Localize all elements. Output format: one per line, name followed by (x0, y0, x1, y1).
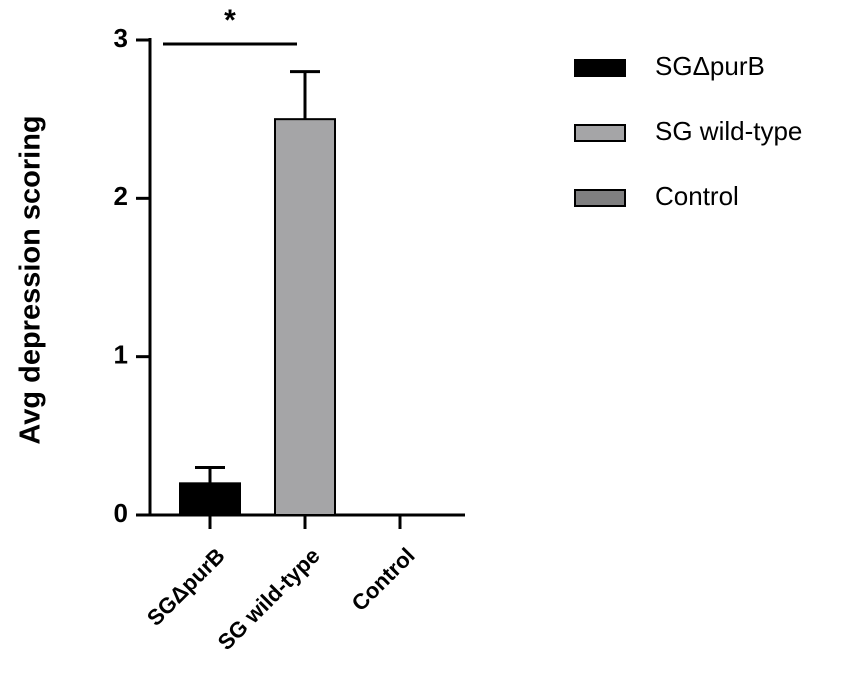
y-tick-label: 2 (114, 181, 128, 211)
y-tick-label: 1 (114, 340, 128, 370)
bar (179, 482, 241, 517)
y-tick-label: 0 (114, 498, 128, 528)
legend-label: SGΔpurB (655, 51, 765, 81)
legend-swatch (574, 189, 626, 207)
legend-label: SG wild-type (655, 116, 802, 146)
legend-swatch (574, 124, 626, 142)
legend-swatch (574, 59, 626, 77)
y-tick-label: 3 (114, 23, 128, 53)
x-tick-label: Control (347, 543, 420, 616)
error-bar (195, 466, 225, 484)
y-axis-label: Avg depression scoring (15, 115, 47, 444)
bar (274, 118, 336, 517)
x-tick-label: SGΔpurB (142, 543, 230, 631)
x-tick-label: SG wild-type (213, 543, 325, 655)
significance-label: * (224, 4, 236, 37)
legend-label: Control (655, 181, 739, 211)
error-bar (290, 70, 320, 120)
